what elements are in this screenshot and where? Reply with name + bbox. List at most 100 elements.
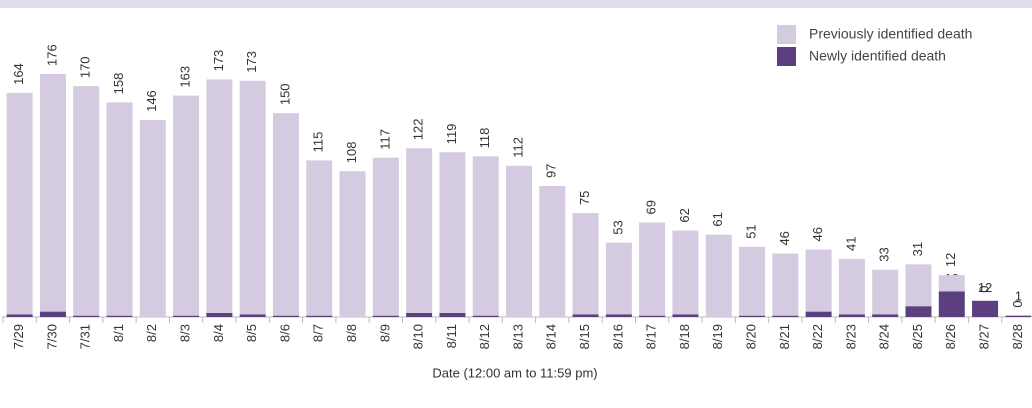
x-tick-label: 8/6 bbox=[277, 324, 292, 342]
bar-segment bbox=[472, 156, 499, 316]
bar-segment bbox=[672, 314, 699, 317]
data-label: 53 bbox=[610, 220, 625, 234]
bar-segment bbox=[772, 253, 799, 316]
bar-segment bbox=[206, 79, 233, 313]
data-label: 146 bbox=[144, 90, 159, 112]
bar-segment bbox=[173, 95, 200, 316]
data-label: 122 bbox=[411, 119, 426, 141]
data-label: 12 bbox=[943, 253, 958, 267]
bar-segment bbox=[605, 314, 632, 317]
x-tick-label: 8/9 bbox=[377, 324, 392, 342]
data-label: 164 bbox=[11, 63, 26, 85]
bar-segment bbox=[39, 311, 66, 317]
data-label: 46 bbox=[810, 227, 825, 241]
x-tick-label: 8/18 bbox=[677, 324, 692, 349]
x-tick-label: 8/25 bbox=[910, 324, 925, 349]
bar-segment bbox=[306, 315, 333, 317]
data-label: 173 bbox=[211, 50, 226, 72]
bar-segment bbox=[772, 315, 799, 317]
x-tick-label: 8/5 bbox=[244, 324, 259, 342]
data-label: 51 bbox=[743, 224, 758, 238]
bar-segment bbox=[272, 113, 299, 316]
data-label: 0 bbox=[977, 286, 992, 293]
data-label: 115 bbox=[311, 132, 326, 153]
bar-segment bbox=[106, 102, 133, 316]
bar-segment bbox=[239, 80, 266, 315]
data-label: 41 bbox=[843, 236, 858, 250]
x-tick-label: 7/31 bbox=[78, 324, 93, 349]
data-label: 158 bbox=[111, 73, 126, 95]
data-label: 46 bbox=[777, 231, 792, 245]
bar-segment bbox=[406, 148, 433, 313]
data-label: 119 bbox=[444, 124, 459, 145]
bar-segment bbox=[572, 314, 599, 317]
legend-label: Previously identified death bbox=[809, 26, 972, 42]
x-tick-label: 8/17 bbox=[644, 324, 659, 349]
bar-segment bbox=[805, 311, 832, 317]
x-tick-label: 8/16 bbox=[610, 324, 625, 349]
x-tick-label: 8/27 bbox=[977, 324, 992, 349]
bar-segment bbox=[372, 157, 399, 316]
bar-segment bbox=[472, 315, 499, 317]
data-label: 69 bbox=[644, 200, 659, 214]
data-label: 31 bbox=[910, 242, 925, 256]
x-tick-label: 8/4 bbox=[211, 324, 226, 342]
data-label: 1 bbox=[1015, 288, 1022, 303]
bar-segment bbox=[639, 315, 666, 317]
data-label: 75 bbox=[577, 191, 592, 205]
bar-segment bbox=[6, 314, 33, 317]
x-tick-label: 8/3 bbox=[178, 324, 193, 342]
bar-segment bbox=[938, 275, 965, 292]
legend-swatch bbox=[777, 25, 796, 44]
bar-segment bbox=[838, 258, 865, 315]
data-label: 117 bbox=[377, 129, 392, 150]
header-strip bbox=[0, 0, 1032, 8]
x-tick-label: 8/22 bbox=[810, 324, 825, 349]
data-label: 150 bbox=[277, 83, 292, 105]
data-label: 170 bbox=[78, 56, 93, 78]
data-label: 118 bbox=[477, 128, 492, 149]
bar-segment bbox=[872, 314, 899, 317]
bar-segment bbox=[106, 315, 133, 317]
bar-segment bbox=[139, 119, 166, 318]
x-tick-label: 8/23 bbox=[843, 324, 858, 349]
x-tick-label: 8/12 bbox=[477, 324, 492, 349]
bar-segment bbox=[506, 165, 532, 317]
x-tick-label: 8/14 bbox=[544, 324, 559, 349]
x-tick-label: 8/15 bbox=[577, 324, 592, 349]
x-tick-label: 8/2 bbox=[144, 324, 159, 342]
data-label: 61 bbox=[710, 212, 725, 226]
data-label: 62 bbox=[677, 208, 692, 222]
x-axis-title: Date (12:00 am to 11:59 pm) bbox=[432, 365, 597, 380]
bar-segment bbox=[705, 234, 732, 317]
bar-segment bbox=[73, 315, 100, 317]
bar-segment bbox=[838, 314, 865, 317]
bar-segment bbox=[306, 160, 333, 316]
x-tick-label: 7/30 bbox=[44, 324, 59, 349]
bar-segment bbox=[73, 86, 100, 316]
bar-segment bbox=[572, 213, 599, 315]
bar-segment bbox=[173, 315, 200, 317]
x-tick-label: 8/19 bbox=[710, 324, 725, 349]
x-tick-label: 8/1 bbox=[111, 324, 126, 342]
bar-segment bbox=[272, 315, 299, 317]
x-tick-label: 8/21 bbox=[777, 324, 792, 349]
data-label: 163 bbox=[178, 66, 193, 88]
data-label: 12 bbox=[978, 280, 992, 295]
bar-segment bbox=[905, 306, 932, 317]
data-label: 97 bbox=[544, 164, 559, 178]
bar-segment bbox=[972, 300, 999, 317]
bar-segment bbox=[605, 242, 632, 315]
bar-segment bbox=[639, 222, 666, 316]
data-label: 0 bbox=[1010, 300, 1025, 307]
x-tick-label: 8/11 bbox=[444, 324, 459, 348]
bar-segment bbox=[6, 92, 33, 315]
x-tick-label: 7/29 bbox=[11, 324, 26, 349]
x-tick-label: 8/28 bbox=[1010, 324, 1025, 349]
bar-segment bbox=[1005, 315, 1032, 317]
bar-segment bbox=[239, 314, 266, 317]
data-label: 112 bbox=[510, 137, 525, 158]
data-label: 33 bbox=[877, 247, 892, 261]
data-label: 108 bbox=[344, 141, 359, 163]
legend-label: Newly identified death bbox=[809, 48, 946, 64]
